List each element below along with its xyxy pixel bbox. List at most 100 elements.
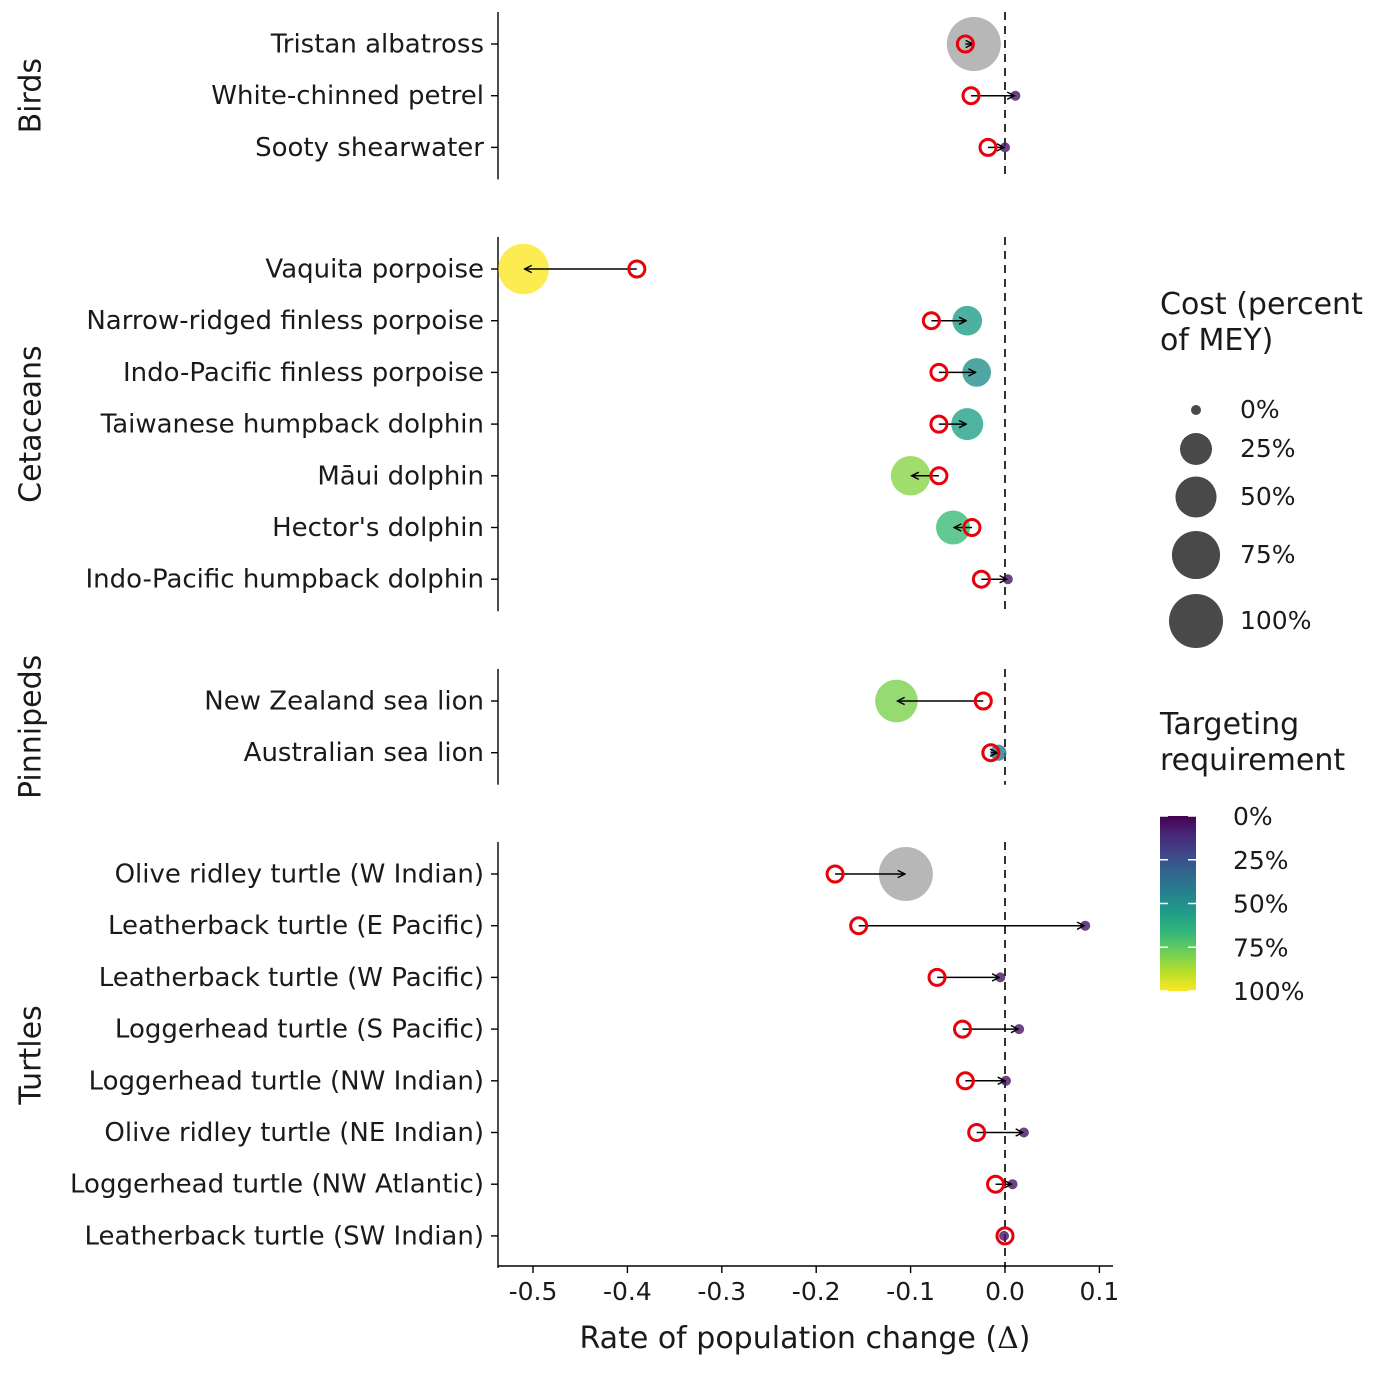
start-point [849, 916, 869, 936]
start-point [978, 137, 998, 157]
start-point [967, 1123, 987, 1142]
species-label: Australian sea lion [244, 738, 484, 768]
x-tick-label: 0.0 [985, 1277, 1025, 1306]
panel-birds: Birds Tristan albatross White-chinned petr… [14, 12, 1021, 180]
start-point [971, 569, 991, 589]
panel-pinnipeds: Pinnipeds New Zealand sea lion Australian … [14, 655, 1007, 799]
species-label: Indo-Pacific humpback dolphin [86, 565, 484, 595]
species-label: Tristan albatross [270, 30, 484, 60]
end-point [951, 408, 984, 441]
color-legend-label: 25% [1233, 846, 1289, 875]
end-point [875, 679, 918, 723]
panel-label: Birds [14, 58, 49, 133]
species-label: Leatherback turtle (E Pacific) [108, 911, 484, 941]
species-row: New Zealand sea lion [204, 679, 993, 723]
start-point [929, 362, 949, 382]
size-legend-key [1180, 433, 1212, 465]
species-row: White-chinned petrel [211, 81, 1021, 111]
species-row: Taiwanese humpback dolphin [100, 408, 984, 441]
species-row: Loggerhead turtle (S Pacific) [115, 1015, 1025, 1045]
size-legend-label: 75% [1240, 540, 1296, 569]
species-row: Narrow-ridged finless porpoise [86, 305, 983, 336]
color-legend-title: Targeting [1159, 707, 1299, 742]
species-row: Australian sea lion [244, 738, 1007, 768]
species-label: White-chinned petrel [211, 81, 484, 111]
start-point [995, 1226, 1015, 1246]
x-tick-label: -0.5 [509, 1277, 558, 1306]
species-row: Indo-Pacific finless porpoise [123, 358, 992, 388]
end-point [498, 243, 549, 295]
end-point [952, 305, 983, 336]
species-label: Taiwanese humpback dolphin [100, 410, 484, 440]
x-axis-title-text: Rate of population change ( [580, 1321, 998, 1356]
panel-turtles: Turtles Olive ridley turtle (W Indian) Lea… [14, 842, 1091, 1268]
species-label: Loggerhead turtle (S Pacific) [115, 1015, 484, 1045]
size-legend-label: 25% [1240, 434, 1296, 463]
species-label: Sooty shearwater [255, 133, 484, 163]
end-point [890, 456, 931, 496]
panel-label: Cetaceans [14, 345, 49, 503]
start-point [973, 691, 993, 711]
size-legend-label: 50% [1240, 482, 1296, 511]
size-legend-key [1169, 594, 1223, 648]
species-row: Leatherback turtle (E Pacific) [108, 911, 1091, 941]
panel-label: Turtles [14, 1005, 49, 1105]
species-label: Olive ridley turtle (NE Indian) [104, 1118, 484, 1148]
species-row: Olive ridley turtle (W Indian) [115, 847, 933, 901]
size-legend-title: of MEY) [1160, 323, 1273, 358]
species-row: Leatherback turtle (W Pacific) [99, 963, 1006, 993]
x-axis-title: Rate of population change (Δ) [580, 1321, 1031, 1356]
species-label: Loggerhead turtle (NW Atlantic) [70, 1170, 484, 1200]
x-axis-title-close: ) [1019, 1321, 1031, 1356]
x-tick-label: -0.1 [886, 1277, 935, 1306]
start-point [955, 34, 975, 54]
end-point [936, 510, 971, 545]
species-row: Olive ridley turtle (NE Indian) [104, 1118, 1029, 1148]
species-row: Hector's dolphin [272, 510, 982, 545]
start-point [927, 967, 947, 987]
x-tick-label: 0.1 [1080, 1277, 1120, 1306]
color-legend-title: requirement [1160, 743, 1345, 778]
start-point [981, 743, 1001, 763]
species-row: Tristan albatross [270, 17, 1001, 71]
species-label: Leatherback turtle (W Pacific) [99, 963, 484, 993]
start-point [962, 518, 982, 537]
x-tick-label: -0.4 [603, 1277, 652, 1306]
size-legend-key [1175, 476, 1217, 518]
end-point [878, 847, 933, 901]
start-point [961, 86, 981, 106]
x-axis-title-delta: Δ [997, 1321, 1019, 1356]
species-label: New Zealand sea lion [204, 687, 484, 717]
species-label: Hector's dolphin [272, 513, 484, 543]
species-row: Loggerhead turtle (NW Atlantic) [70, 1170, 1018, 1200]
species-label: Māui dolphin [317, 461, 484, 491]
species-row: Indo-Pacific humpback dolphin [86, 565, 1013, 595]
x-tick-label: -0.3 [697, 1277, 746, 1306]
size-legend-label: 0% [1240, 395, 1280, 424]
start-point [929, 466, 949, 486]
species-label: Narrow-ridged finless porpoise [86, 306, 484, 336]
species-label: Leatherback turtle (SW Indian) [85, 1221, 484, 1251]
size-legend-key [1191, 405, 1201, 415]
x-axis: -0.5 -0.4 -0.3 -0.2 -0.1 0.0 0.1 [498, 1265, 1120, 1306]
species-label: Indo-Pacific finless porpoise [123, 358, 484, 388]
size-legend-key [1171, 530, 1221, 580]
panel-label: Pinnipeds [14, 655, 49, 799]
start-point [627, 259, 647, 279]
species-label: Olive ridley turtle (W Indian) [115, 860, 484, 890]
start-point [825, 864, 845, 884]
start-point [921, 311, 941, 331]
species-row: Vaquita porpoise [265, 243, 647, 295]
species-row: Loggerhead turtle (NW Indian) [89, 1066, 1011, 1096]
color-legend-label: 0% [1233, 802, 1273, 831]
x-tick-label: -0.2 [792, 1277, 841, 1306]
color-legend-label: 50% [1233, 890, 1289, 919]
species-label: Vaquita porpoise [265, 255, 484, 285]
end-point [962, 358, 992, 387]
species-row: Sooty shearwater [255, 133, 1010, 163]
color-legend-label: 75% [1233, 933, 1289, 962]
size-legend-title: Cost (percent [1160, 287, 1363, 322]
